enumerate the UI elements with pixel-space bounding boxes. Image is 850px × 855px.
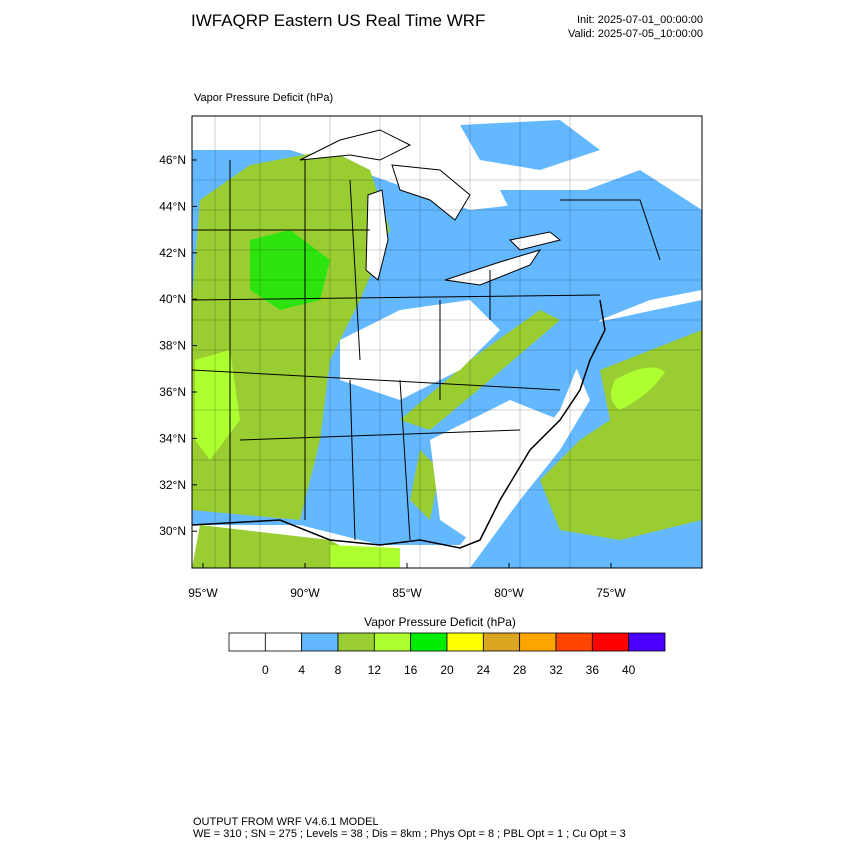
colorbar-box (301, 632, 339, 652)
colorbar-label: 20 (440, 663, 454, 677)
colorbar-box (264, 632, 303, 652)
lat-label: 30°N (159, 524, 186, 538)
map-frame (191, 115, 703, 569)
colorbar-title: Vapor Pressure Deficit (hPa) (364, 615, 516, 629)
lon-label: 90°W (290, 586, 320, 600)
colorbar-label: 40 (622, 663, 636, 677)
lon-label: 85°W (392, 586, 422, 600)
colorbar-label: 32 (549, 663, 563, 677)
colorbar-box (228, 632, 266, 652)
colorbar-box (446, 632, 484, 652)
colorbar-label: 28 (513, 663, 527, 677)
map-field (192, 116, 702, 568)
colorbar-label: 4 (298, 663, 305, 677)
footer-line: WE = 310 ; SN = 275 ; Levels = 38 ; Dis … (193, 828, 626, 840)
title: IWFAQRP Eastern US Real Time WRF (191, 11, 485, 30)
colorbar-label: 0 (262, 663, 269, 677)
lon-label: 75°W (596, 586, 626, 600)
lat-label: 44°N (159, 199, 186, 213)
lat-label: 46°N (159, 153, 186, 167)
lat-axis: 46°N 44°N 42°N 40°N 38°N 36°N 34°N 32°N 30°N (159, 153, 197, 538)
lat-label: 38°N (159, 339, 186, 353)
colorbar: 0 4 8 12 16 20 24 28 32 36 40 (228, 632, 666, 677)
colorbar-box (373, 632, 412, 652)
lat-label: 32°N (159, 478, 186, 492)
colorbar-box (482, 632, 521, 652)
map-subtitle: Vapor Pressure Deficit (hPa) (194, 92, 333, 104)
colorbar-box (519, 632, 557, 652)
colorbar-label: 36 (586, 663, 600, 677)
colorbar-box (337, 632, 375, 652)
colorbar-label: 8 (335, 663, 342, 677)
colorbar-label: 16 (404, 663, 418, 677)
colorbar-label: 12 (368, 663, 382, 677)
lat-label: 42°N (159, 246, 186, 260)
colorbar-box (410, 632, 448, 652)
footer-line: OUTPUT FROM WRF V4.6.1 MODEL (193, 816, 379, 828)
init-time: Init: 2025-07-01_00:00:00 (577, 14, 703, 26)
lat-label: 36°N (159, 385, 186, 399)
lat-label: 40°N (159, 292, 186, 306)
colorbar-label: 24 (477, 663, 491, 677)
colorbar-box (628, 632, 666, 652)
lat-label: 34°N (159, 431, 186, 445)
lon-label: 80°W (494, 586, 524, 600)
valid-time: Valid: 2025-07-05_10:00:00 (568, 28, 703, 40)
lon-axis: 95°W 90°W 85°W 80°W 75°W (188, 563, 626, 600)
colorbar-box (591, 632, 630, 652)
lon-label: 95°W (188, 586, 218, 600)
colorbar-box (555, 632, 593, 652)
